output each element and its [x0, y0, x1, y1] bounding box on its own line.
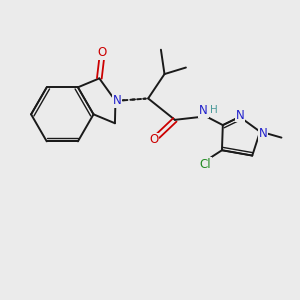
Text: Cl: Cl	[199, 158, 211, 171]
Text: N: N	[236, 109, 245, 122]
Text: N: N	[259, 127, 267, 140]
Text: N: N	[199, 104, 208, 117]
Text: N: N	[113, 94, 122, 107]
Text: O: O	[149, 133, 159, 146]
Text: H: H	[210, 105, 218, 115]
Text: O: O	[97, 46, 106, 59]
